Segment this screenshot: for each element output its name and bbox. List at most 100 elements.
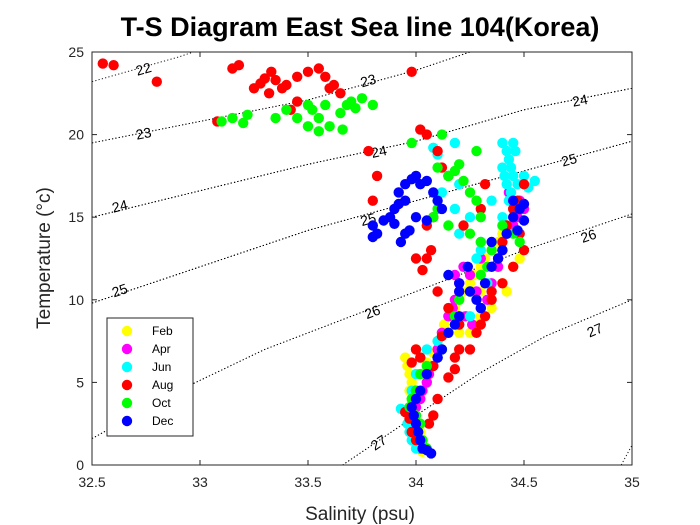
isopycnal-label: 25	[110, 280, 130, 300]
point-oct	[475, 212, 486, 223]
point-dec	[454, 286, 465, 297]
chart-title: T-S Diagram East Sea line 104(Korea)	[121, 12, 600, 42]
legend-label-jun: Jun	[152, 360, 171, 374]
point-aug	[432, 286, 443, 297]
point-aug	[320, 71, 331, 83]
point-apr	[464, 269, 476, 281]
point-jun	[510, 145, 521, 157]
point-dec	[410, 212, 422, 223]
point-aug	[486, 286, 497, 297]
point-dec	[367, 220, 378, 231]
isopycnal-label: 27	[368, 431, 390, 453]
point-dec	[395, 236, 407, 248]
point-dec	[367, 231, 378, 243]
point-aug	[497, 236, 508, 248]
point-jun	[505, 187, 517, 198]
point-jun	[421, 344, 432, 355]
isopycnal-line	[92, 52, 471, 144]
point-dec	[408, 410, 419, 421]
point-aug	[410, 253, 422, 264]
point-oct	[307, 104, 318, 116]
point-aug	[421, 253, 432, 264]
y-tick-label: 20	[68, 127, 84, 143]
point-oct	[454, 159, 465, 170]
point-aug	[449, 364, 461, 375]
point-aug	[479, 179, 491, 190]
y-tick-label: 5	[76, 374, 84, 390]
legend-label-dec: Dec	[152, 414, 173, 428]
point-aug	[518, 179, 530, 190]
point-jun	[503, 154, 515, 165]
point-aug	[479, 311, 491, 322]
plot-frame	[91, 51, 633, 466]
point-dec	[508, 195, 519, 206]
point-feb	[464, 278, 476, 289]
point-feb	[514, 253, 525, 264]
x-tick-label: 32.5	[78, 474, 105, 490]
point-dec	[421, 215, 432, 226]
y-tick-label: 25	[68, 44, 84, 60]
point-dec	[512, 225, 523, 236]
point-oct	[475, 269, 486, 281]
point-dec	[432, 195, 443, 206]
point-aug	[259, 73, 270, 84]
point-oct	[454, 294, 465, 305]
x-tick-label: 34	[408, 474, 424, 490]
point-aug	[335, 88, 346, 99]
point-dec	[421, 368, 432, 380]
point-aug	[266, 66, 277, 78]
point-dec	[410, 393, 422, 405]
legend-label-feb: Feb	[152, 324, 173, 338]
point-oct	[270, 112, 281, 124]
y-tick-label: 15	[68, 209, 84, 225]
point-dec	[436, 344, 448, 355]
point-aug	[292, 71, 303, 83]
point-aug	[432, 145, 443, 157]
legend-label-oct: Oct	[152, 396, 171, 410]
point-aug	[428, 410, 439, 421]
point-dec	[421, 175, 432, 187]
isopycnal-label: 24	[571, 91, 590, 110]
point-dec	[492, 253, 504, 264]
isopycnal-label: 26	[362, 301, 382, 322]
point-dec	[432, 352, 443, 363]
point-dec	[404, 225, 415, 236]
y-axis-label: Temperature (°c)	[34, 187, 55, 329]
point-dec	[415, 435, 426, 446]
isopycnal-label: 23	[134, 124, 153, 143]
point-oct	[302, 121, 314, 132]
point-dec	[449, 319, 461, 330]
point-dec	[471, 294, 482, 305]
point-feb	[406, 377, 417, 388]
point-jun	[497, 137, 508, 149]
point-dec	[479, 278, 491, 289]
point-aug	[443, 302, 454, 314]
point-oct	[335, 107, 346, 119]
point-dec	[443, 269, 454, 281]
point-aug	[458, 220, 469, 231]
point-jun	[508, 170, 519, 182]
point-aug	[233, 59, 245, 71]
legend-box	[106, 317, 194, 437]
x-tick-label: 35	[624, 474, 640, 490]
point-jun	[464, 311, 476, 322]
point-oct	[313, 112, 324, 124]
point-oct	[464, 228, 476, 239]
point-oct	[471, 145, 482, 157]
point-jun	[475, 245, 486, 256]
point-aug	[263, 88, 275, 99]
point-dec	[462, 261, 473, 272]
point-oct	[324, 121, 335, 132]
point-aug	[108, 59, 119, 71]
legend-marker-jun	[121, 361, 133, 373]
point-aug	[406, 357, 417, 368]
point-dec	[464, 286, 476, 297]
point-jun	[486, 195, 497, 206]
point-jun	[501, 145, 512, 157]
point-aug	[486, 294, 497, 305]
point-oct	[514, 236, 525, 248]
isopycnal-label: 24	[370, 142, 389, 161]
point-dec	[406, 402, 417, 413]
point-dec	[400, 195, 411, 206]
